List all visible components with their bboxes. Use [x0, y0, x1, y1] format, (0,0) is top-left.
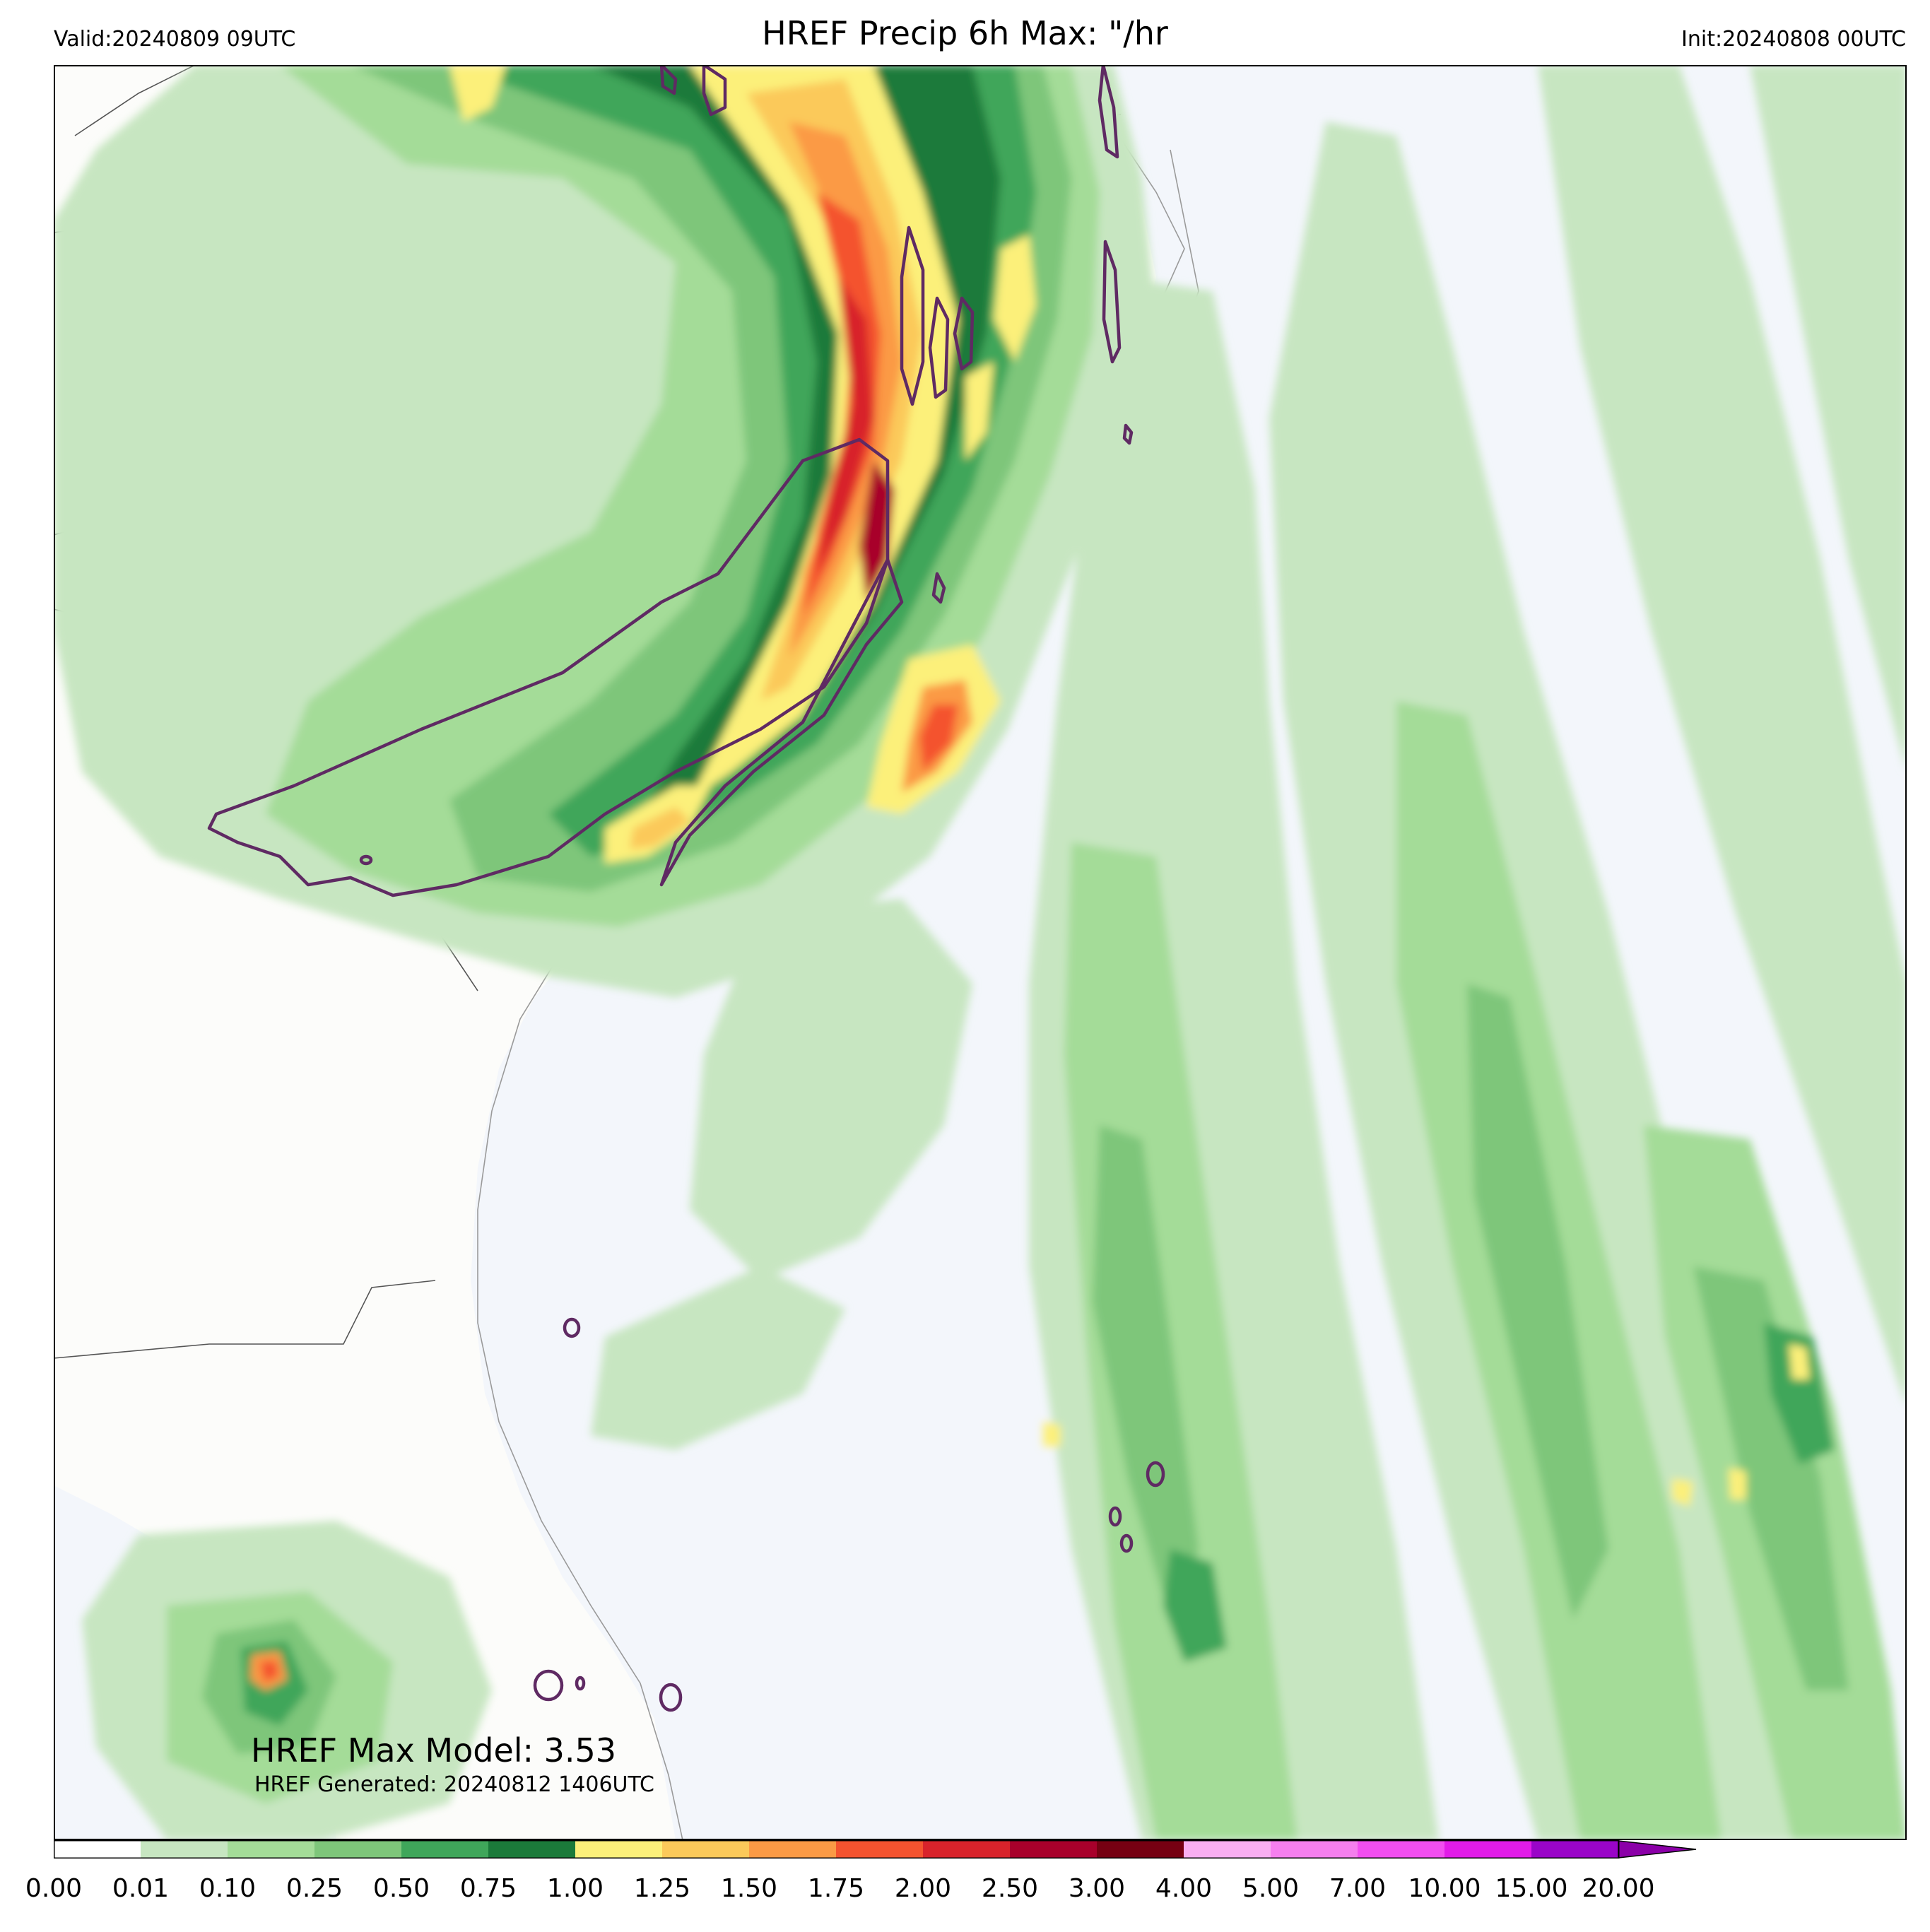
valid-time-label: Valid:20240809 09UTC — [54, 27, 296, 52]
colorbar-tick-label: 2.50 — [981, 1874, 1039, 1903]
colorbar-segment — [1184, 1841, 1271, 1858]
map-frame — [54, 65, 1907, 1840]
colorbar-segment — [1010, 1841, 1097, 1858]
colorbar-segment — [1444, 1841, 1531, 1858]
colorbar-segment — [923, 1841, 1010, 1858]
colorbar-extend-arrow — [1618, 1840, 1697, 1859]
precip-fill — [54, 65, 1907, 1840]
colorbar-tick-label: 1.75 — [807, 1874, 865, 1903]
colorbar-segment — [314, 1841, 401, 1858]
colorbar-tick-label: 10.00 — [1408, 1874, 1481, 1903]
colorbar-segment — [575, 1841, 662, 1858]
colorbar-tick-label: 2.00 — [894, 1874, 952, 1903]
max-model-label: HREF Max Model: 3.53 — [251, 1731, 617, 1769]
init-time-label: Init:20240808 00UTC — [1681, 27, 1906, 52]
colorbar-segment — [836, 1841, 923, 1858]
colorbar-segment — [54, 1841, 141, 1858]
colorbar-tick-label: 0.10 — [199, 1874, 257, 1903]
colorbar-segment — [488, 1841, 575, 1858]
colorbar-tick-label: 0.25 — [286, 1874, 343, 1903]
colorbar-segment — [749, 1841, 836, 1858]
colorbar-frame — [54, 1840, 1620, 1859]
colorbar-tick-label: 0.01 — [112, 1874, 170, 1903]
colorbar-tick-label: 15.00 — [1495, 1874, 1568, 1903]
colorbar-tick-label: 0.50 — [372, 1874, 430, 1903]
probability-contours — [207, 65, 1165, 1712]
colorbar-segment — [141, 1841, 228, 1858]
colorbar-tick-label: 3.00 — [1068, 1874, 1126, 1903]
colorbar-tick-label: 0.75 — [459, 1874, 517, 1903]
colorbar-tick-label: 4.00 — [1155, 1874, 1213, 1903]
colorbar-tick-label: 20.00 — [1582, 1874, 1655, 1903]
colorbar — [54, 1840, 1700, 1859]
colorbar-segment — [1358, 1841, 1444, 1858]
chart-title: HREF Precip 6h Max: "/hr — [762, 14, 1168, 52]
colorbar-tick-label: 1.25 — [633, 1874, 691, 1903]
colorbar-segment — [662, 1841, 749, 1858]
colorbar-tick-label: 5.00 — [1242, 1874, 1300, 1903]
colorbar-tick-label: 0.00 — [25, 1874, 83, 1903]
colorbar-segment — [1097, 1841, 1184, 1858]
colorbar-segment — [401, 1841, 488, 1858]
colorbar-segment — [1271, 1841, 1358, 1858]
colorbar-segment — [228, 1841, 314, 1858]
colorbar-segment — [1531, 1841, 1618, 1858]
precip-map — [54, 65, 1907, 1840]
colorbar-tick-label: 1.50 — [720, 1874, 778, 1903]
colorbar-tick-label: 7.00 — [1329, 1874, 1387, 1903]
generated-label: HREF Generated: 20240812 1406UTC — [254, 1772, 655, 1797]
colorbar-tick-label: 1.00 — [546, 1874, 604, 1903]
